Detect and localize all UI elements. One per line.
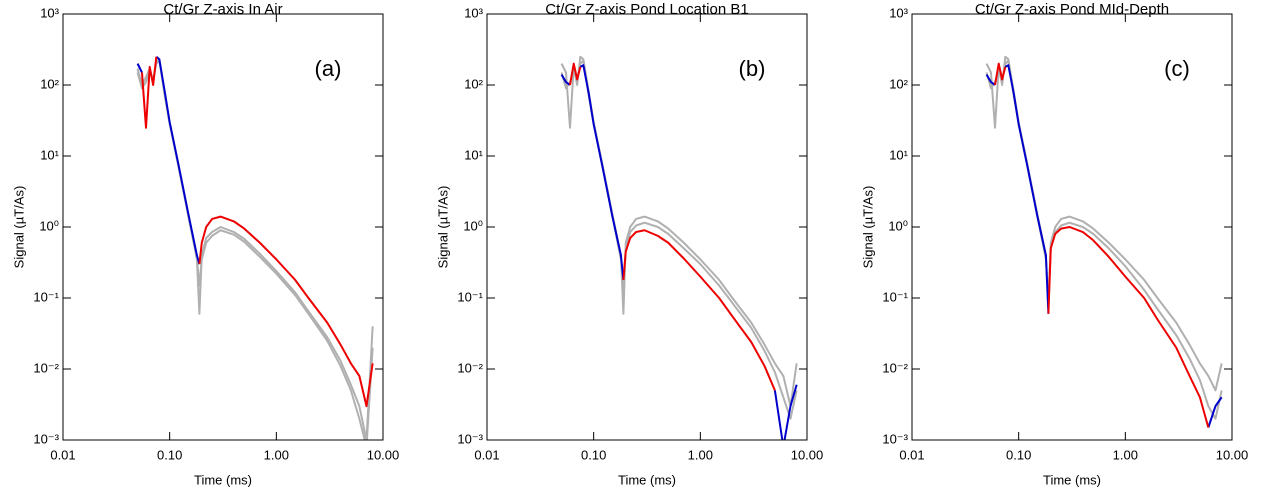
x-tick-label: 1.00 (264, 447, 289, 462)
y-tick-label: 10² (464, 76, 483, 91)
x-axis-label: Time (ms) (194, 472, 252, 487)
panel: Ct/Gr Z-axis Pond Location B1 0.01 0.10 1.0… (435, 1, 823, 487)
y-tick-label: 10⁻¹ (882, 289, 908, 304)
x-axis-label: Time (ms) (1043, 472, 1101, 487)
series-line (560, 64, 798, 440)
y-tick-label: 10³ (40, 5, 59, 20)
x-tick-label: 1.00 (688, 447, 713, 462)
y-tick-label: 10⁰ (463, 218, 483, 233)
y-tick-label: 10¹ (889, 147, 908, 162)
y-tick-label: 10⁻³ (33, 431, 59, 446)
x-tick-label: 0.01 (474, 447, 499, 462)
y-tick-label: 10⁻² (457, 360, 483, 375)
y-tick-label: 10⁻² (882, 360, 908, 375)
y-tick-label: 10² (40, 76, 59, 91)
y-axis-label: Signal (µT/As) (11, 186, 26, 269)
y-axis-label: Signal (µT/As) (860, 186, 875, 269)
x-tick-label: 0.10 (157, 447, 182, 462)
chart-title: Ct/Gr Z-axis Pond MId-Depth (975, 1, 1169, 18)
panel: Ct/Gr Z-axis Pond MId-Depth 0.01 0.10 1.00 1… (860, 1, 1248, 487)
y-tick-label: 10⁻³ (457, 431, 483, 446)
x-tick-label: 1.00 (1113, 447, 1138, 462)
panel-annotation: (c) (1164, 56, 1190, 81)
y-axis-label: Signal (µT/As) (435, 186, 450, 269)
y-tick-label: 10⁰ (888, 218, 908, 233)
y-tick-label: 10⁻¹ (457, 289, 483, 304)
series-line (560, 55, 798, 408)
y-tick-label: 10¹ (40, 147, 59, 162)
x-tick-label: 10.00 (1216, 447, 1249, 462)
series-line (136, 55, 201, 265)
panel: Ct/Gr Z-axis In Air 0.01 0.10 1.00 10.00 10⁻³… (11, 1, 399, 487)
x-tick-label: 10.00 (367, 447, 400, 462)
series-line (140, 56, 374, 408)
y-tick-label: 10⁻³ (882, 431, 908, 446)
panel-annotation: (a) (315, 56, 342, 81)
series-line (136, 59, 374, 440)
panel-annotation: (b) (739, 56, 766, 81)
y-tick-label: 10³ (464, 5, 483, 20)
x-tick-label: 10.00 (791, 447, 824, 462)
y-tick-label: 10⁻² (33, 360, 59, 375)
x-tick-label: 0.10 (581, 447, 606, 462)
series-line (136, 58, 374, 440)
series-line (985, 55, 1223, 392)
y-tick-label: 10¹ (464, 147, 483, 162)
chart-title: Ct/Gr Z-axis In Air (163, 1, 282, 18)
y-tick-label: 10⁻¹ (33, 289, 59, 304)
y-tick-label: 10⁰ (39, 218, 59, 233)
y-tick-label: 10² (889, 76, 908, 91)
series-line (995, 64, 1222, 428)
series-line (985, 64, 1223, 428)
x-tick-label: 0.01 (899, 447, 924, 462)
x-axis-label: Time (ms) (618, 472, 676, 487)
x-tick-label: 0.10 (1006, 447, 1031, 462)
x-tick-label: 0.01 (50, 447, 75, 462)
chart-title: Ct/Gr Z-axis Pond Location B1 (545, 1, 748, 18)
y-tick-label: 10³ (889, 5, 908, 20)
